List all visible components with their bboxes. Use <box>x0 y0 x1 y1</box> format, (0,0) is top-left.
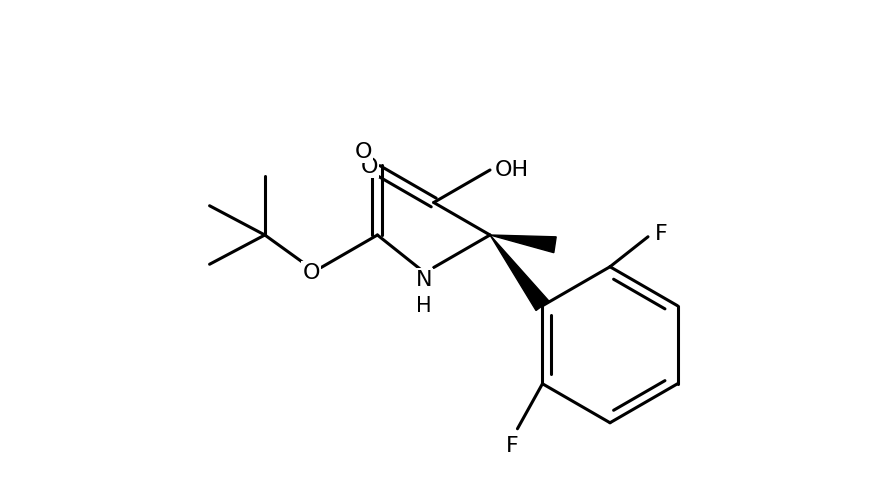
Text: O: O <box>354 142 372 162</box>
Text: H: H <box>416 295 431 316</box>
Polygon shape <box>490 235 548 311</box>
Text: O: O <box>302 263 320 283</box>
Text: N: N <box>416 270 432 290</box>
Text: O: O <box>361 157 378 177</box>
Text: F: F <box>506 436 519 456</box>
Polygon shape <box>490 235 556 253</box>
Text: F: F <box>655 224 667 244</box>
Text: OH: OH <box>495 160 529 180</box>
